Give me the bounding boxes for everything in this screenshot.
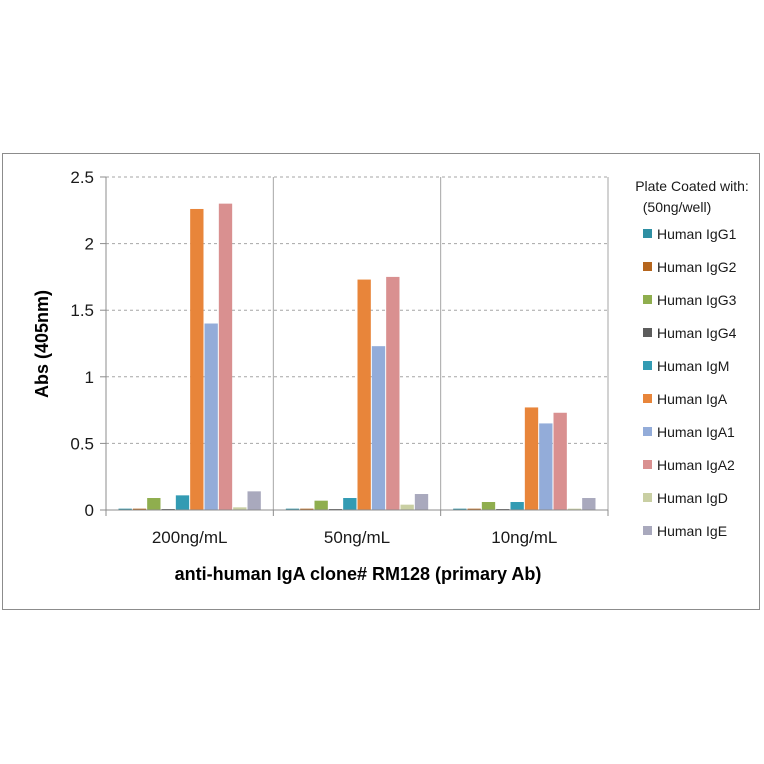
legend-label: Human IgG1 [657,226,737,242]
legend-swatch [643,493,652,502]
y-tick-label: 2 [85,235,94,254]
bar [218,203,233,510]
legend-swatch [643,361,652,370]
legend-label: Human IgG2 [657,259,737,275]
legend-label: Human IgG3 [657,292,737,308]
legend-swatch [643,394,652,403]
legend-label: Human IgA1 [657,424,735,440]
bar [118,508,132,510]
bar [300,508,314,510]
bars [118,203,596,510]
y-tick-label: 0.5 [70,434,94,453]
bar [400,504,414,510]
legend-swatch [643,328,652,337]
legend-swatch [643,295,652,304]
bar [233,507,247,510]
legend-swatch [643,262,652,271]
bar [467,508,481,510]
legend-swatch [643,460,652,469]
bar [453,508,467,510]
legend: Plate Coated with: (50ng/well) Human IgG… [635,178,749,539]
legend-label: Human IgG4 [657,325,737,341]
bar [481,502,496,510]
legend-swatch [643,229,652,238]
y-tick-label: 2.5 [70,168,94,187]
bar [539,423,553,510]
x-category-label: 10ng/mL [491,528,557,547]
bar [132,508,147,510]
legend-title: Plate Coated with: [635,178,749,194]
y-tick-label: 0 [85,501,94,520]
bar [314,500,328,510]
bar [204,323,218,510]
axis-labels: 0 0.5 1 1.5 2 2.5 200ng/mL 50ng/mL 10ng/mL [70,168,557,547]
x-category-label: 200ng/mL [152,528,228,547]
bar [343,498,357,510]
bar [147,498,161,510]
bar [524,407,539,510]
legend-label: Human IgA2 [657,457,735,473]
bar [357,279,371,510]
x-category-label: 50ng/mL [324,528,390,547]
bar [371,346,386,510]
y-axis-title: Abs (405nm) [32,290,52,398]
bar [175,495,190,510]
legend-label: Human IgM [657,358,729,374]
y-tick-label: 1.5 [70,301,94,320]
bar [386,276,400,510]
bar [553,412,567,510]
bar [582,498,596,510]
legend-label: Human IgD [657,490,728,506]
axes [100,176,609,516]
bar [510,502,524,510]
legend-label: Human IgA [657,391,728,407]
legend-swatch [643,526,652,535]
bar [567,508,582,510]
x-axis-title: anti-human IgA clone# RM128 (primary Ab) [175,564,542,584]
legend-label: Human IgE [657,523,727,539]
bar [285,508,300,510]
legend-swatch [643,427,652,436]
legend-subtitle: (50ng/well) [643,199,711,215]
bar [414,494,429,510]
y-tick-label: 1 [85,368,94,387]
bar [247,491,261,510]
bar [190,208,204,510]
